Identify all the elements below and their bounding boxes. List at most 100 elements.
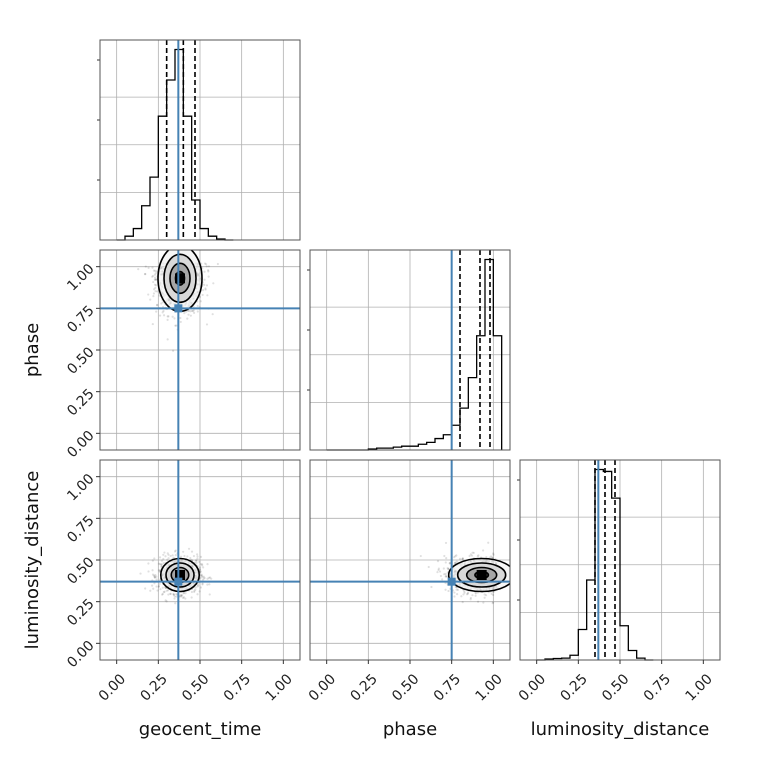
- sample-point: [187, 309, 190, 313]
- sample-point: [427, 565, 430, 569]
- xtick-label: 0.25: [347, 671, 380, 704]
- sample-point: [158, 294, 161, 297]
- sample-point: [216, 262, 219, 266]
- sample-point: [199, 574, 203, 577]
- density-peak: [175, 273, 185, 284]
- sample-point: [149, 298, 152, 301]
- sample-point: [137, 268, 140, 271]
- sample-point: [469, 553, 472, 556]
- sample-point: [151, 266, 154, 269]
- sample-point: [156, 303, 159, 306]
- sample-point: [204, 263, 208, 266]
- sample-point: [153, 576, 157, 579]
- sample-point: [461, 600, 464, 604]
- sample-point: [186, 555, 189, 558]
- sample-point: [164, 555, 167, 558]
- sample-point: [155, 310, 158, 313]
- sample-point: [190, 590, 194, 594]
- sample-point: [189, 314, 192, 317]
- sample-point: [469, 598, 472, 601]
- sample-point: [196, 585, 199, 588]
- xtick-label: 1.00: [472, 671, 505, 704]
- sample-point: [173, 597, 176, 600]
- sample-point: [172, 593, 175, 597]
- sample-point: [155, 278, 158, 281]
- xtick-label: 0.50: [599, 671, 632, 704]
- sample-point: [157, 585, 160, 588]
- sample-point: [490, 592, 493, 595]
- sample-point: [179, 316, 182, 320]
- sample-point: [438, 570, 442, 573]
- sample-point: [202, 566, 205, 569]
- sample-point: [180, 594, 183, 598]
- sample-point: [456, 592, 459, 596]
- histogram-geocent_time: [116, 48, 234, 241]
- sample-point: [468, 554, 471, 558]
- sample-point: [460, 595, 463, 598]
- xtick-label: 0.25: [137, 671, 170, 704]
- ytick-label: 0.25: [64, 386, 97, 419]
- truth-point: [447, 577, 456, 586]
- sample-point: [172, 593, 176, 596]
- sample-point: [481, 549, 485, 552]
- sample-point: [147, 293, 150, 296]
- sample-point: [157, 562, 160, 565]
- sample-point: [194, 586, 197, 589]
- sample-point: [174, 602, 177, 605]
- sample-point: [436, 560, 440, 563]
- sample-point: [199, 576, 202, 579]
- sample-point: [445, 557, 448, 560]
- sample-point: [154, 286, 157, 289]
- sample-point: [476, 600, 480, 603]
- sample-point: [484, 594, 488, 597]
- sample-point: [198, 295, 202, 299]
- sample-point: [180, 595, 183, 598]
- xtick-label: 0.00: [96, 671, 129, 704]
- sample-point: [483, 596, 486, 599]
- sample-point: [196, 555, 199, 558]
- sample-point: [151, 559, 154, 562]
- sample-point: [179, 320, 182, 324]
- sample-point: [206, 269, 210, 272]
- sample-point: [207, 576, 210, 579]
- sample-point: [152, 574, 156, 577]
- xlabel-phase: phase: [383, 719, 437, 740]
- sample-point: [152, 295, 155, 298]
- sample-point: [469, 596, 472, 600]
- sample-point: [149, 589, 152, 592]
- sample-point: [196, 557, 199, 560]
- sample-point: [174, 549, 177, 552]
- sample-point: [485, 555, 488, 559]
- sample-point: [472, 551, 475, 554]
- sample-point: [447, 568, 450, 571]
- xtick-label: 0.50: [389, 671, 422, 704]
- sample-point: [161, 586, 164, 589]
- sample-point: [156, 290, 159, 293]
- ytick-label: 0.50: [64, 344, 97, 377]
- sample-point: [169, 554, 172, 558]
- sample-point: [446, 575, 449, 578]
- sample-point: [202, 575, 205, 578]
- sample-point: [477, 554, 480, 557]
- sample-point: [180, 593, 184, 597]
- sample-point: [153, 576, 156, 579]
- joint-phase-luminosity_distance: [419, 541, 510, 605]
- sample-point: [162, 309, 165, 313]
- sample-point: [444, 541, 448, 545]
- sample-point: [206, 583, 209, 586]
- ytick-label: 0.75: [64, 303, 97, 336]
- sample-point: [439, 574, 443, 578]
- sample-point: [189, 310, 192, 313]
- sample-point: [208, 576, 212, 579]
- sample-point: [442, 567, 445, 570]
- sample-point: [150, 584, 154, 587]
- sample-point: [476, 555, 479, 558]
- density-peak: [476, 570, 487, 580]
- sample-point: [447, 567, 450, 571]
- sample-point: [167, 593, 170, 596]
- sample-point: [203, 283, 206, 286]
- sample-point: [492, 601, 495, 604]
- sample-point: [164, 599, 167, 602]
- sample-point: [178, 595, 182, 598]
- sample-point: [182, 550, 185, 553]
